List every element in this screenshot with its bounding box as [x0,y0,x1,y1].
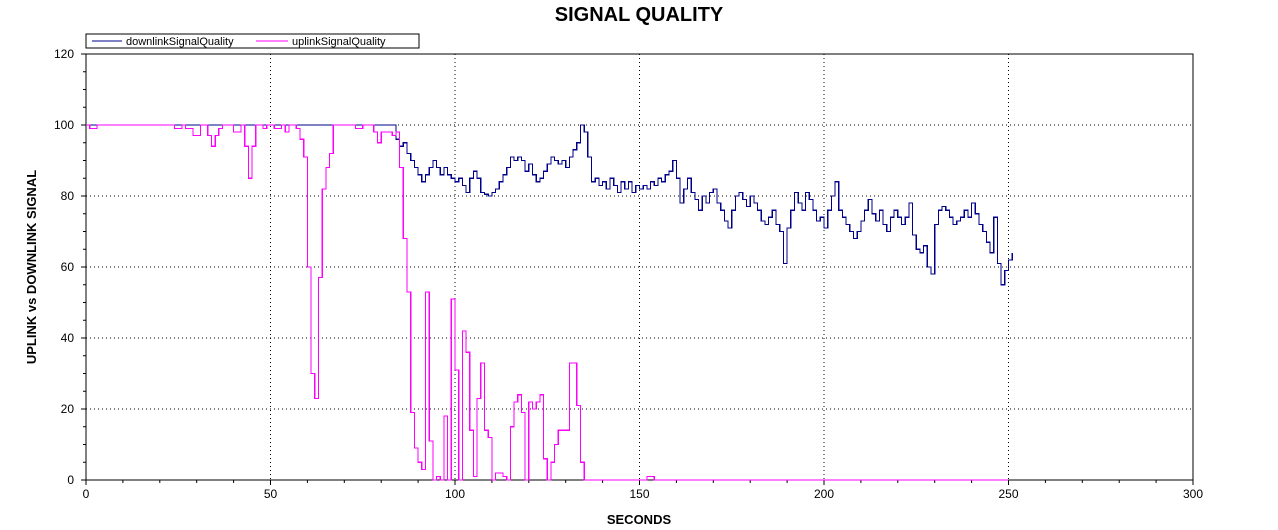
x-tick-label: 150 [629,487,649,501]
legend-label-uplink: uplinkSignalQuality [292,36,386,48]
y-tick-label: 80 [61,189,75,203]
y-tick-label: 120 [54,47,74,61]
series-line-uplinkSignalQuality [86,124,1009,481]
x-tick-label: 250 [998,487,1018,501]
x-tick-label: 200 [814,487,834,501]
chart-title: SIGNAL QUALITY [555,4,724,26]
legend: downlinkSignalQuality uplinkSignalQualit… [85,33,420,49]
axis-ticks: 0 50 100 150 200 250 300 0 20 40 60 80 100 120 [54,47,1203,501]
y-tick-label: 0 [67,473,74,487]
legend-label-downlink: downlinkSignalQuality [126,36,234,48]
x-tick-label: 0 [83,487,90,501]
x-tick-label: 100 [445,487,465,501]
series-group [86,124,1013,481]
y-tick-label: 100 [54,118,74,132]
legend-box [85,33,420,49]
y-axis-label: UPLINK vs DOWNLINK SIGNAL [24,170,39,364]
x-tick-label: 50 [264,487,278,501]
y-tick-label: 20 [61,402,75,416]
x-tick-label: 300 [1183,487,1203,501]
grid [86,54,1193,480]
y-tick-label: 60 [61,260,75,274]
y-tick-label: 40 [61,331,75,345]
x-axis-label: SECONDS [607,512,672,527]
series-line-downlinkSignalQuality [86,124,1013,286]
